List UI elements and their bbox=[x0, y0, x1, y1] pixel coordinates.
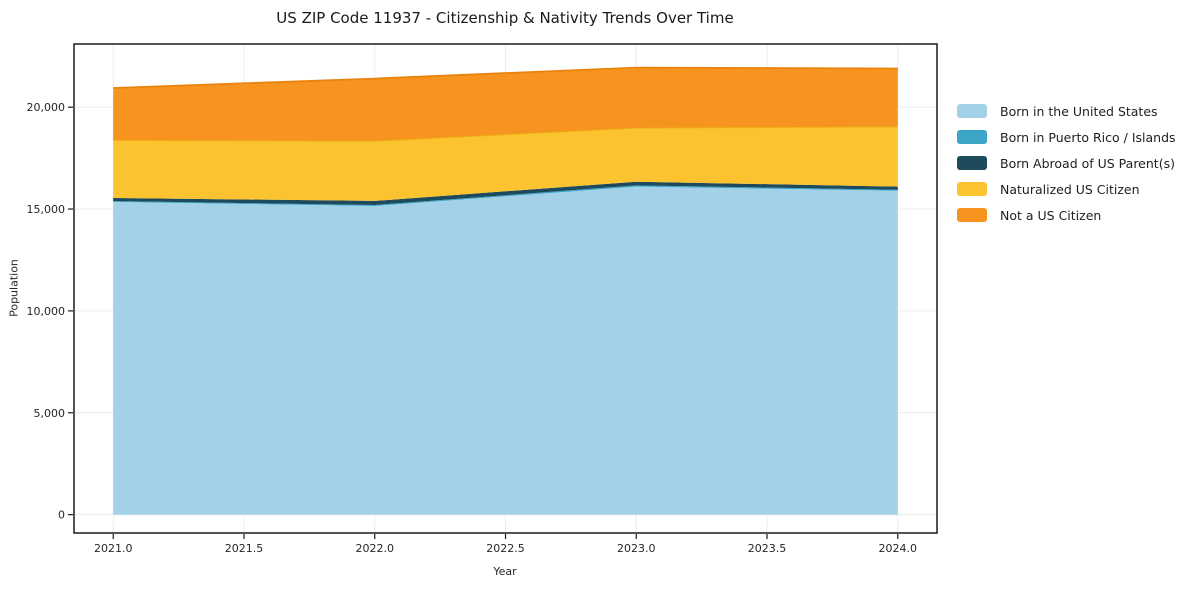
x-axis-label: Year bbox=[493, 565, 517, 578]
legend-item-not-a-us-citizen: Not a US Citizen bbox=[957, 202, 1176, 228]
y-tick-label: 15,000 bbox=[27, 203, 66, 216]
legend-swatch bbox=[957, 104, 987, 118]
legend-label: Naturalized US Citizen bbox=[1000, 181, 1140, 197]
legend-swatch bbox=[957, 130, 987, 144]
x-tick-label: 2023.0 bbox=[617, 542, 656, 555]
x-tick-label: 2022.5 bbox=[486, 542, 525, 555]
area-band-born-in-puerto-rico-islands bbox=[113, 185, 898, 206]
legend-label: Born in Puerto Rico / Islands bbox=[1000, 129, 1176, 145]
legend-swatch bbox=[957, 182, 987, 196]
x-tick-label: 2021.0 bbox=[94, 542, 133, 555]
chart-title: US ZIP Code 11937 - Citizenship & Nativi… bbox=[276, 9, 734, 27]
legend-item-born-in-the-united-states: Born in the United States bbox=[957, 98, 1176, 124]
legend-item-naturalized-us-citizen: Naturalized US Citizen bbox=[957, 176, 1176, 202]
plot-frame bbox=[73, 43, 938, 534]
area-band-born-in-the-united-states bbox=[113, 186, 898, 515]
legend-label: Born in the United States bbox=[1000, 103, 1158, 119]
x-tick-label: 2021.5 bbox=[225, 542, 264, 555]
y-tick-label: 10,000 bbox=[27, 305, 66, 318]
area-band-not-a-us-citizen bbox=[113, 67, 898, 141]
legend-item-born-abroad-of-us-parent-s: Born Abroad of US Parent(s) bbox=[957, 150, 1176, 176]
legend-item-born-in-puerto-rico-islands: Born in Puerto Rico / Islands bbox=[957, 124, 1176, 150]
y-tick-label: 0 bbox=[58, 509, 65, 522]
area-band-born-abroad-of-us-parent-s bbox=[113, 181, 898, 205]
legend-swatch bbox=[957, 208, 987, 222]
legend-label: Not a US Citizen bbox=[1000, 207, 1102, 223]
legend: Born in the United States Born in Puerto … bbox=[957, 98, 1176, 228]
area-edge-not-a-us-citizen bbox=[113, 66, 898, 89]
y-tick-label: 20,000 bbox=[27, 101, 66, 114]
area-band-naturalized-us-citizen bbox=[113, 126, 898, 201]
y-tick-label: 5,000 bbox=[34, 407, 66, 420]
x-tick-label: 2023.5 bbox=[748, 542, 787, 555]
legend-swatch bbox=[957, 156, 987, 170]
x-tick-label: 2022.0 bbox=[355, 542, 394, 555]
legend-label: Born Abroad of US Parent(s) bbox=[1000, 155, 1175, 171]
x-tick-label: 2024.0 bbox=[879, 542, 918, 555]
y-axis-label: Population bbox=[7, 259, 21, 317]
